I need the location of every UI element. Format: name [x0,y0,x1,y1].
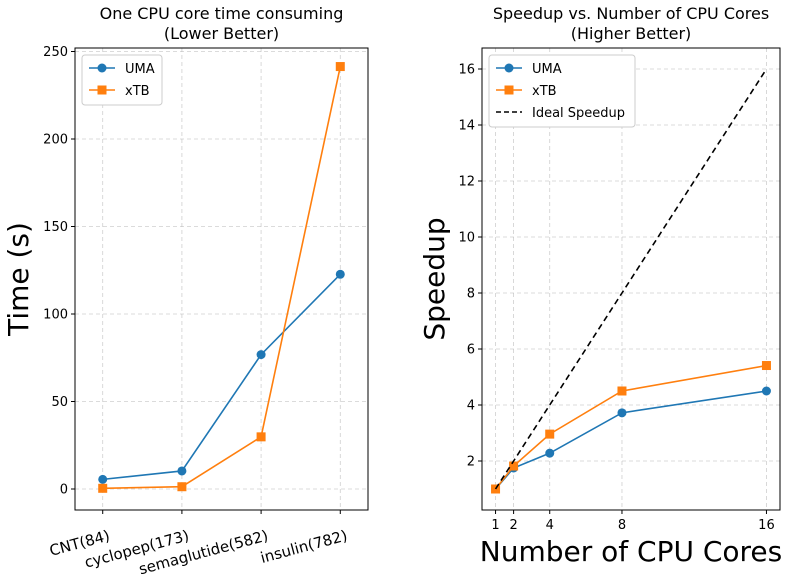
chart-1: 050100150200250CNT(84)cyclopep(173)semag… [2,4,369,578]
legend-marker [504,63,514,73]
data-point [177,482,187,492]
x-tick-label: 8 [618,518,626,533]
y-tick-label: 6 [467,343,475,358]
y-tick-label: 0 [60,483,68,498]
data-point [617,386,627,396]
legend: UMA xTB Ideal Speedup [488,54,636,128]
data-point [545,448,555,458]
data-point [256,432,266,442]
legend: UMA xTB [81,54,163,106]
data-point [761,361,771,371]
series-line [494,390,767,490]
y-tick-label: 200 [43,133,68,148]
data-point [335,62,345,72]
series-uma [491,386,771,494]
y-tick-label: 100 [43,308,68,323]
series-uma [98,269,345,484]
legend-label: Ideal Speedup [532,106,625,121]
series-xtb [491,361,771,494]
y-tick-label: 2 [467,455,475,470]
x-tick-label: insulin(782) [259,526,350,566]
y-axis-label: Speedup [418,217,451,340]
y-tick-label: 50 [51,395,68,410]
chart-subtitle: (Lower Better) [164,24,279,43]
series-line [102,66,342,490]
y-tick-label: 4 [467,399,475,414]
legend-marker [504,85,514,95]
y-tick-label: 12 [458,175,475,190]
axes-frame [481,47,781,511]
legend-box [488,54,636,128]
chart-subtitle: (Higher Better) [571,24,692,43]
legend-label: UMA [532,62,562,77]
series-xtb [98,62,345,493]
y-tick-label: 250 [43,45,68,60]
data-point [335,269,345,279]
axes-frame [74,47,369,511]
legend-label: xTB [125,84,150,99]
y-tick-label: 14 [458,119,475,134]
x-tick-label: 16 [758,518,775,533]
data-point [256,350,266,360]
x-axis-label: Number of CPU Cores [480,535,783,568]
x-tick-label: 2 [509,518,517,533]
chart-title: One CPU core time consuming [100,4,344,23]
y-tick-label: 10 [458,231,475,246]
y-tick-label: 150 [43,220,68,235]
x-tick-label: 4 [546,518,554,533]
chart-title: Speedup vs. Number of CPU Cores [493,4,769,23]
legend-label: UMA [125,62,155,77]
series-line [494,68,768,490]
x-tick-label: 1 [491,518,499,533]
legend-marker [97,63,107,73]
data-point [545,429,555,439]
data-point [761,386,771,396]
y-tick-label: 8 [467,287,475,302]
y-tick-label: 16 [458,63,475,78]
data-point [98,474,108,484]
legend-label: xTB [532,84,557,99]
data-point [98,483,108,493]
legend-marker [97,85,107,95]
data-point [509,461,519,471]
series-ideal-speedup [494,68,768,490]
series-line [102,273,341,481]
data-point [617,408,627,418]
y-axis-label: Time (s) [2,222,35,337]
data-point [177,466,187,476]
